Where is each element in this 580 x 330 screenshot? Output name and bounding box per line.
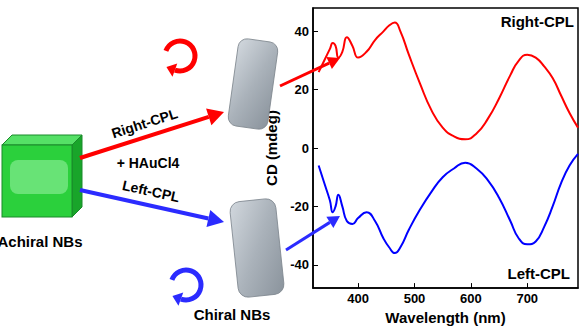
svg-text:400: 400 bbox=[347, 291, 369, 306]
svg-text:Right-CPL: Right-CPL bbox=[109, 105, 179, 141]
svg-text:20: 20 bbox=[295, 82, 309, 97]
svg-text:Achiral NBs: Achiral NBs bbox=[0, 233, 83, 250]
svg-text:-20: -20 bbox=[290, 199, 309, 214]
svg-text:Chiral NBs: Chiral NBs bbox=[194, 306, 271, 323]
svg-text:700: 700 bbox=[516, 291, 538, 306]
svg-text:+ HAuCl4: + HAuCl4 bbox=[117, 155, 180, 171]
svg-text:-40: -40 bbox=[290, 257, 309, 272]
svg-text:Right-CPL: Right-CPL bbox=[501, 13, 574, 30]
svg-text:Left-CPL: Left-CPL bbox=[508, 265, 570, 282]
svg-text:0: 0 bbox=[302, 141, 309, 156]
svg-text:Wavelength (nm): Wavelength (nm) bbox=[385, 309, 505, 326]
svg-text:Left-CPL: Left-CPL bbox=[121, 177, 182, 205]
svg-text:40: 40 bbox=[295, 24, 309, 39]
svg-text:600: 600 bbox=[460, 291, 482, 306]
svg-text:CD (mdeg): CD (mdeg) bbox=[263, 110, 280, 186]
svg-text:500: 500 bbox=[404, 291, 426, 306]
